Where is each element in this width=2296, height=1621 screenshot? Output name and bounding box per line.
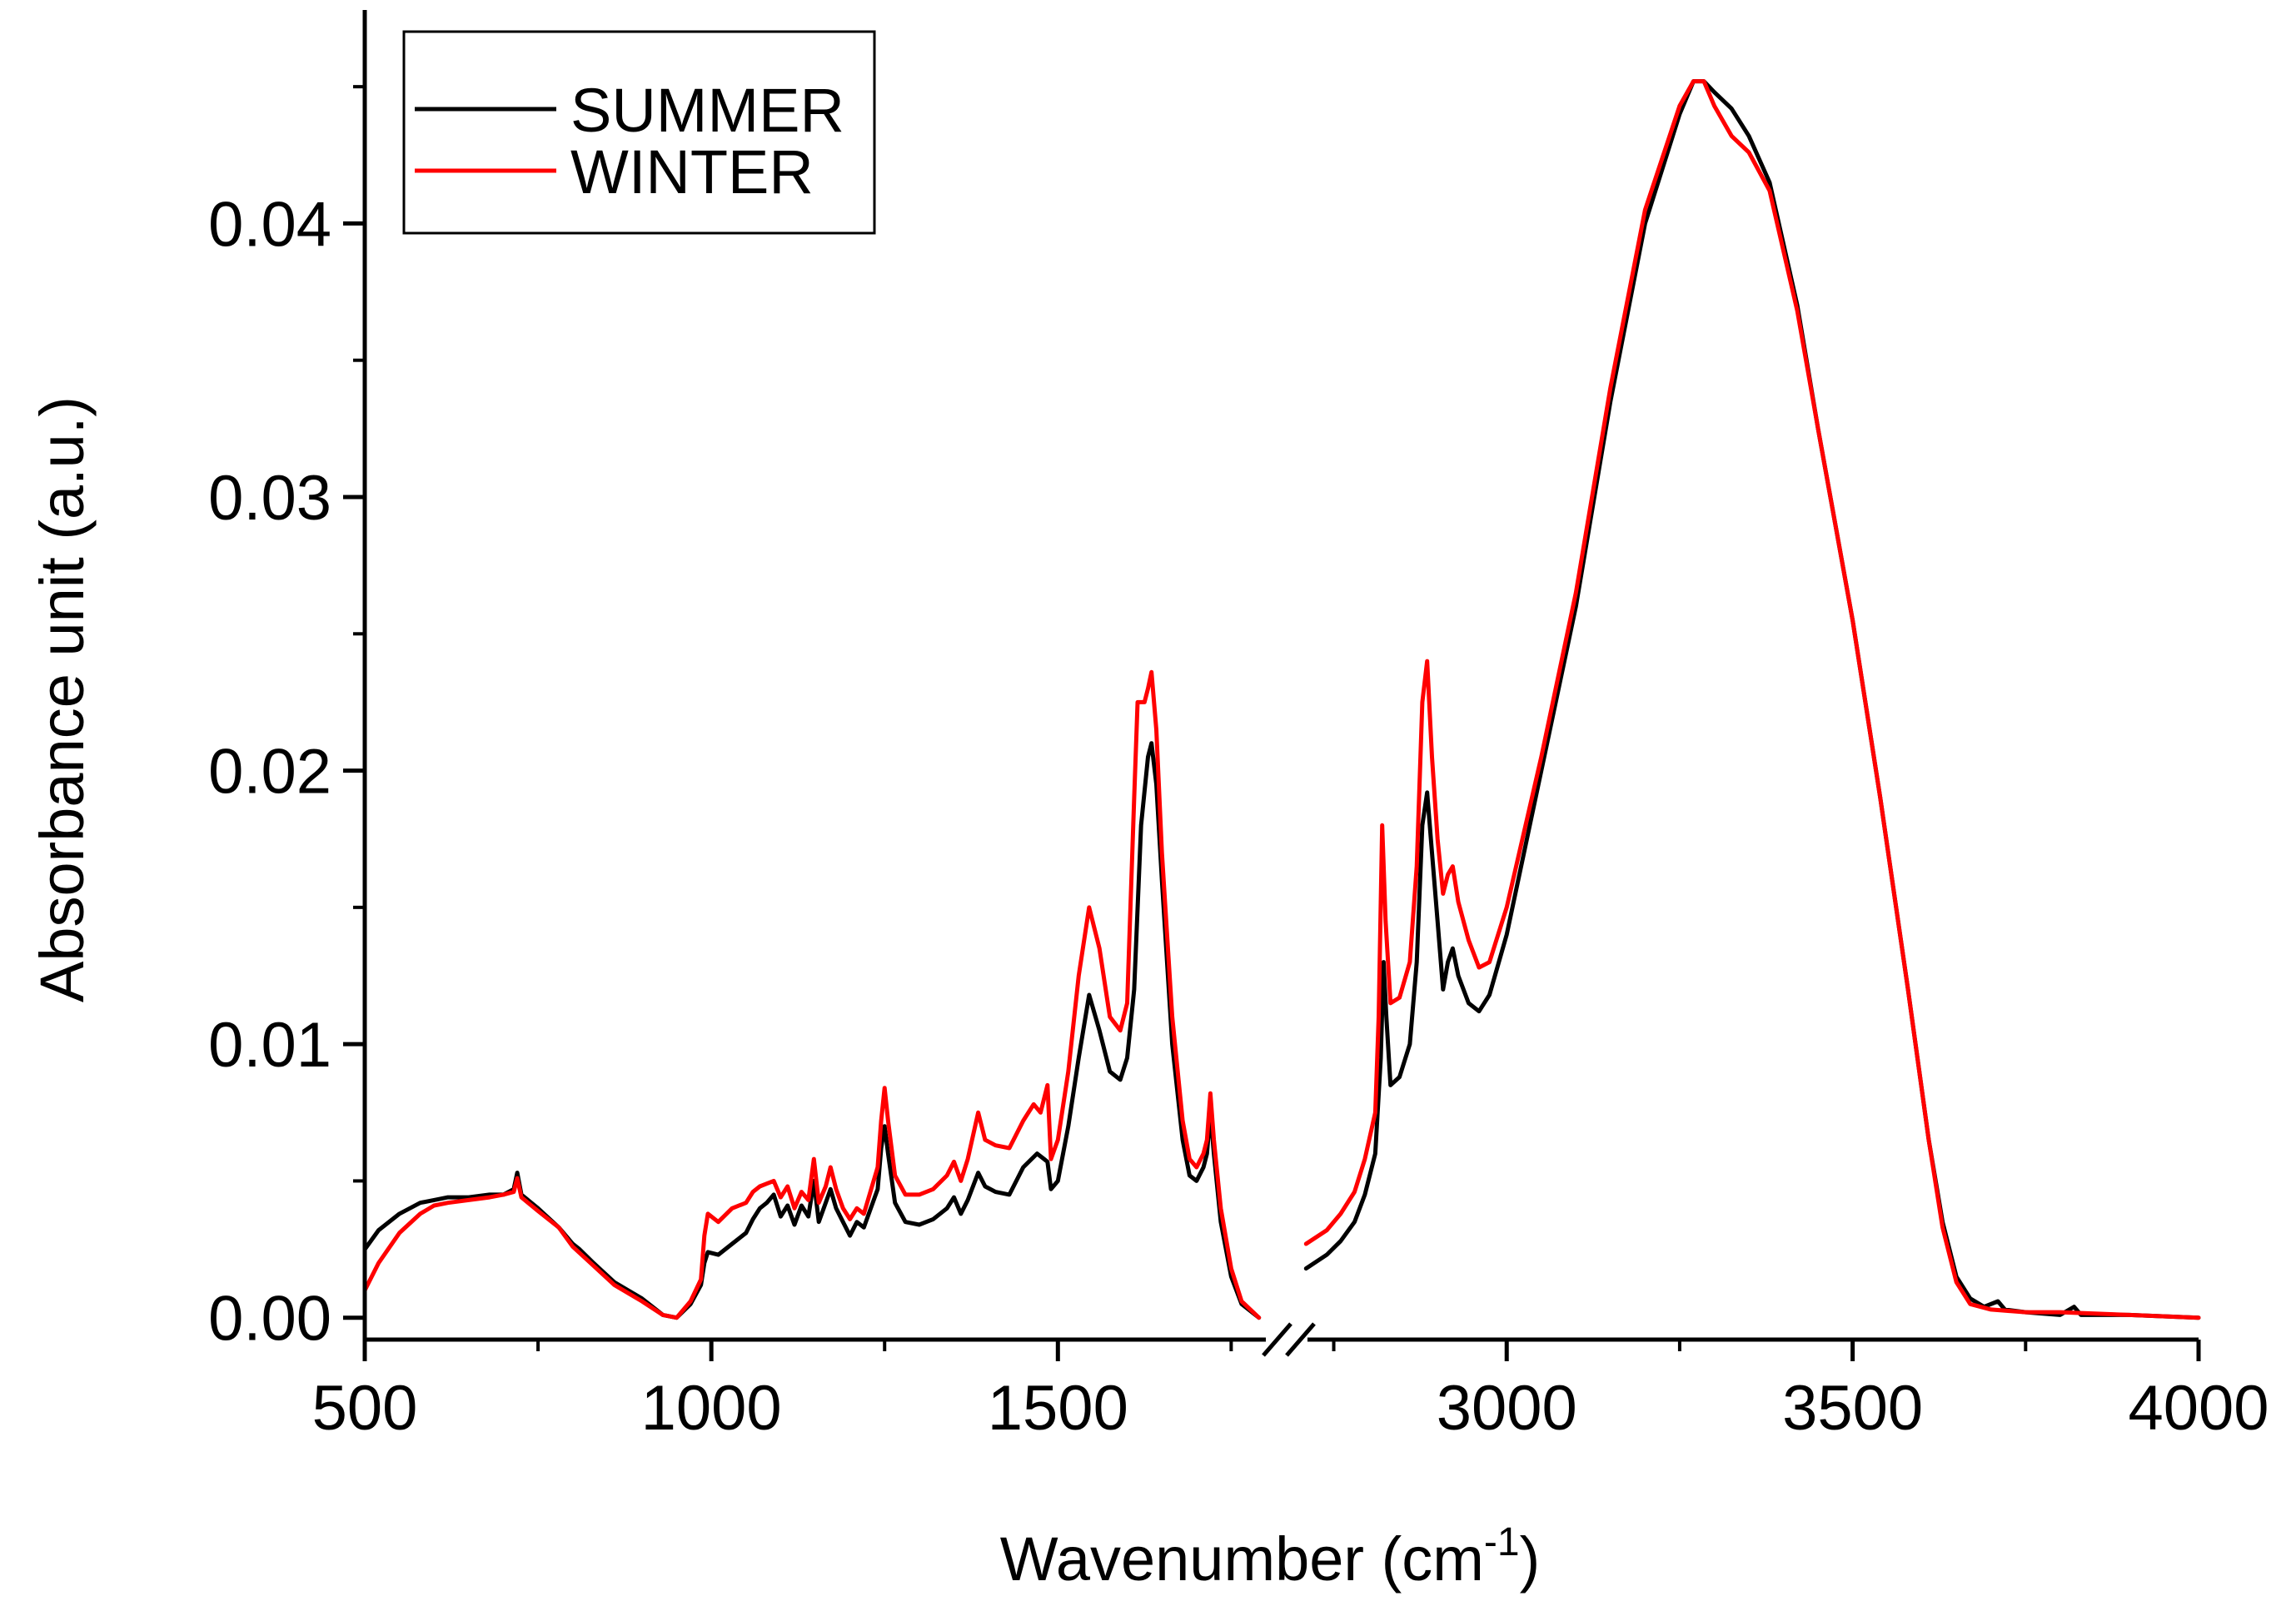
legend: SUMMER WINTER <box>402 30 876 235</box>
plot-lines <box>362 79 2201 1320</box>
axis-break-slash-2 <box>1285 1322 1316 1357</box>
y-axis-title: Absorbance unit (a.u.) <box>27 396 97 1002</box>
axes <box>343 10 2201 1361</box>
x-tick-label: 1000 <box>641 1373 782 1444</box>
y-tick-label: 0.04 <box>208 189 331 260</box>
x-tick-label: 500 <box>312 1373 418 1444</box>
x-tick-label: 3000 <box>1437 1373 1577 1444</box>
axis-break <box>1262 1322 1316 1357</box>
y-tick-label: 0.01 <box>208 1010 331 1081</box>
x-axis-title-superscript: -1 <box>1484 1520 1520 1564</box>
legend-label-summer: SUMMER <box>570 76 844 145</box>
x-axis-title-main: Wavenumber (cm <box>1000 1524 1484 1594</box>
x-axis-title-suffix: ) <box>1520 1524 1541 1594</box>
series-summer-line-2 <box>1303 79 2201 1320</box>
y-tick-label: 0.02 <box>208 737 331 808</box>
tick-labels: 0.00 0.01 0.02 0.03 0.04 500 1000 1500 3000 3500 4… <box>208 189 2269 1444</box>
axis-break-slash-1 <box>1262 1322 1292 1357</box>
y-tick-label: 0.00 <box>208 1284 331 1355</box>
y-tick-label: 0.03 <box>208 463 331 534</box>
x-tick-label: 3500 <box>1782 1373 1923 1444</box>
series-winter-line-1 <box>362 669 1262 1320</box>
legend-box <box>402 30 876 235</box>
x-tick-label: 1500 <box>988 1373 1128 1444</box>
series-winter-line-2 <box>1303 79 2201 1320</box>
series-summer-line-1 <box>362 741 1262 1320</box>
legend-label-winter: WINTER <box>570 137 814 206</box>
x-tick-label: 4000 <box>2128 1373 2269 1444</box>
x-axis-title: Wavenumber (cm-1) <box>1000 1520 1541 1594</box>
